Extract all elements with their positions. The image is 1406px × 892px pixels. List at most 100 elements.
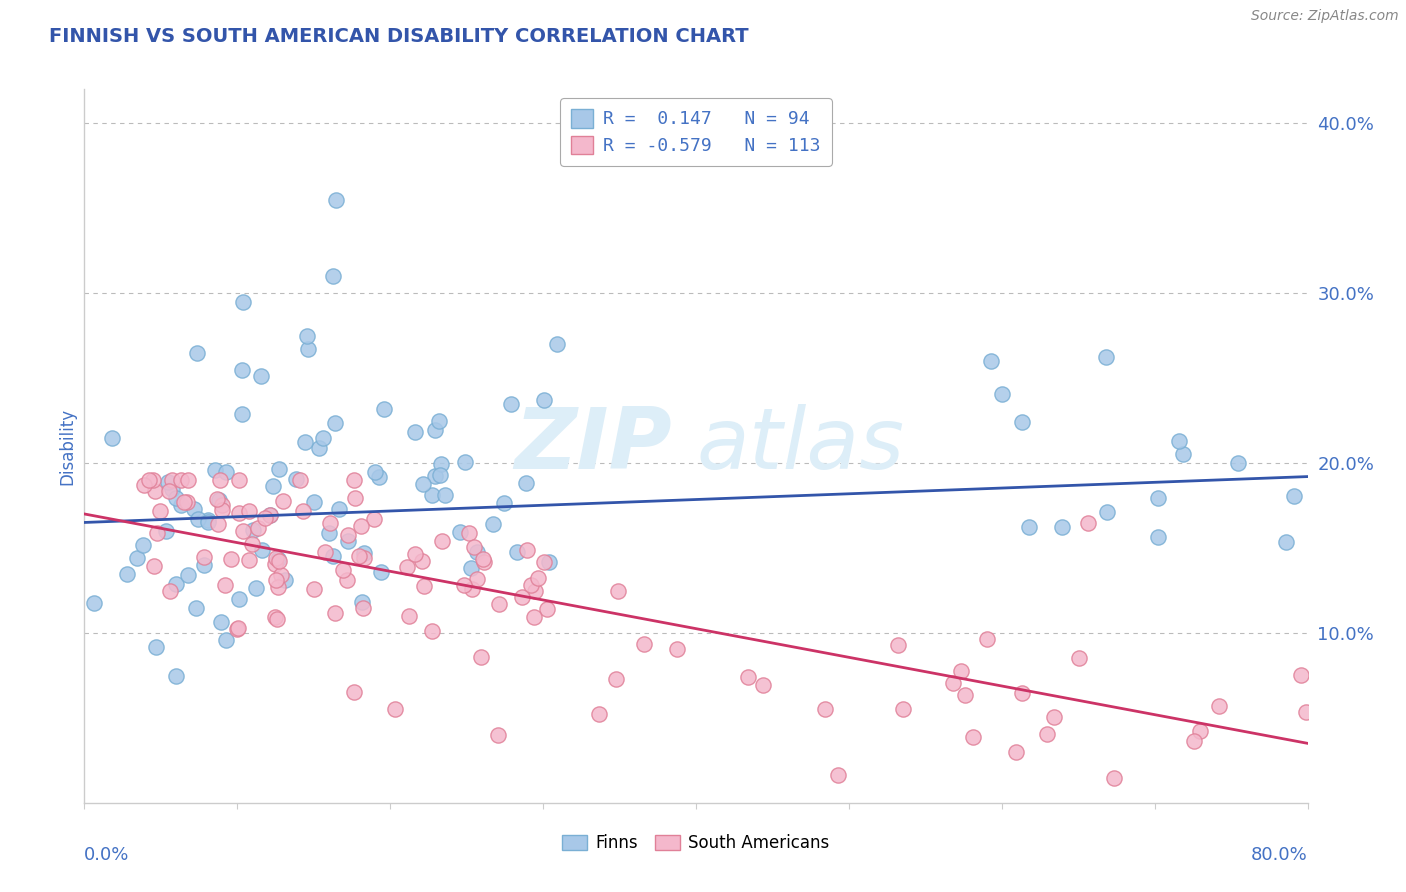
Point — [398, 608, 420, 623]
Point — [208, 473, 231, 487]
Point — [238, 552, 260, 566]
Point — [211, 503, 233, 517]
Point — [142, 558, 165, 573]
Point — [533, 556, 555, 570]
Point — [115, 567, 138, 582]
Point — [1011, 415, 1033, 429]
Point — [337, 534, 360, 549]
Point — [1069, 650, 1091, 665]
Point — [314, 545, 336, 559]
Point — [1052, 520, 1074, 534]
Point — [343, 491, 366, 505]
Point — [423, 423, 446, 437]
Point — [962, 730, 984, 744]
Point — [304, 582, 326, 597]
Point — [259, 508, 281, 522]
Point — [264, 551, 287, 566]
Point — [228, 592, 250, 607]
Point — [157, 483, 180, 498]
Point — [267, 580, 290, 594]
Point — [347, 549, 370, 563]
Point — [232, 294, 254, 309]
Point — [304, 495, 326, 509]
Point — [264, 610, 287, 624]
Point — [240, 537, 263, 551]
Point — [246, 521, 269, 535]
Point — [142, 473, 165, 487]
Point — [430, 533, 453, 548]
Point — [267, 551, 290, 566]
Point — [266, 612, 288, 626]
Point — [83, 596, 105, 610]
Point — [523, 609, 546, 624]
Point — [510, 591, 533, 605]
Point — [254, 511, 277, 525]
Point — [429, 457, 451, 471]
Point — [226, 621, 249, 635]
Point — [533, 392, 555, 407]
Point — [488, 597, 510, 611]
Point — [228, 506, 250, 520]
Point — [1095, 351, 1118, 365]
Point — [155, 524, 177, 538]
Point — [343, 473, 366, 487]
Point — [384, 702, 406, 716]
Text: Source: ZipAtlas.com: Source: ZipAtlas.com — [1251, 9, 1399, 23]
Point — [524, 583, 547, 598]
Point — [242, 523, 264, 537]
Point — [537, 555, 560, 569]
Point — [941, 675, 963, 690]
Point — [325, 193, 347, 207]
Point — [1095, 505, 1118, 519]
Point — [285, 472, 308, 486]
Point — [186, 600, 208, 615]
Point — [1188, 724, 1211, 739]
Point — [515, 475, 537, 490]
Point — [737, 670, 759, 684]
Point — [288, 473, 311, 487]
Point — [165, 491, 187, 505]
Point — [463, 540, 485, 554]
Point — [342, 685, 364, 699]
Point — [325, 416, 347, 430]
Point — [328, 501, 350, 516]
Point — [666, 641, 689, 656]
Point — [453, 578, 475, 592]
Point — [170, 473, 193, 487]
Point — [207, 491, 229, 506]
Point — [183, 502, 205, 516]
Point — [193, 558, 215, 572]
Point — [264, 573, 287, 587]
Point — [546, 337, 568, 351]
Point — [214, 632, 236, 647]
Point — [159, 583, 181, 598]
Point — [1171, 447, 1194, 461]
Point — [1168, 434, 1191, 449]
Point — [165, 577, 187, 591]
Point — [211, 498, 233, 512]
Point — [332, 563, 354, 577]
Point — [197, 515, 219, 529]
Point — [814, 702, 837, 716]
Point — [465, 545, 488, 559]
Point — [404, 547, 426, 561]
Point — [891, 702, 914, 716]
Point — [950, 665, 973, 679]
Y-axis label: Disability: Disability — [58, 408, 76, 484]
Point — [423, 469, 446, 483]
Point — [214, 578, 236, 592]
Point — [143, 484, 166, 499]
Point — [208, 493, 231, 508]
Point — [162, 483, 184, 497]
Point — [364, 465, 387, 479]
Point — [207, 516, 229, 531]
Point — [458, 526, 481, 541]
Point — [132, 478, 155, 492]
Point — [209, 615, 232, 629]
Point — [263, 557, 285, 571]
Point — [886, 638, 908, 652]
Point — [262, 479, 284, 493]
Point — [318, 525, 340, 540]
Point — [231, 407, 253, 421]
Point — [336, 528, 359, 542]
